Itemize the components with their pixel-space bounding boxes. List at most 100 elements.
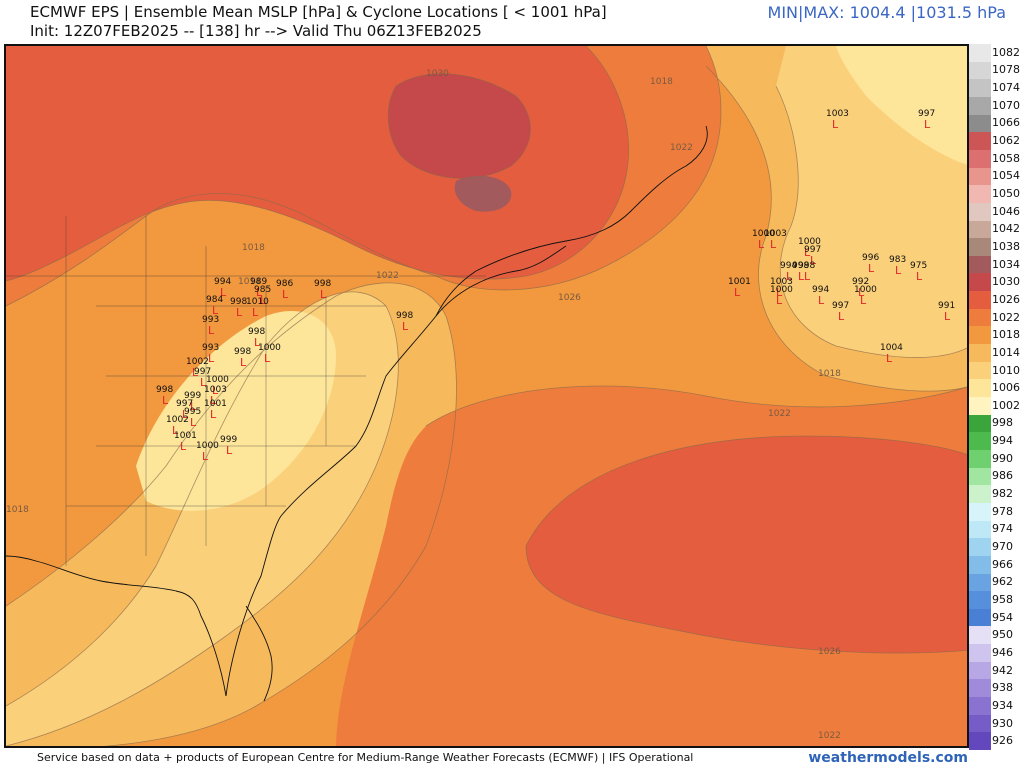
cyclone-pressure: 998 bbox=[396, 311, 413, 321]
init-valid-line: Init: 12Z07FEB2025 -- [138] hr --> Valid… bbox=[30, 22, 482, 40]
low-marker-icon: L bbox=[180, 440, 187, 453]
scale-swatch bbox=[969, 291, 991, 310]
contour-label: 1022 bbox=[376, 271, 399, 281]
cyclone-pressure: 1000 bbox=[752, 229, 775, 239]
contour-labels: 1030 1018 1022 1018 1014 1022 1026 1018 … bbox=[6, 69, 841, 741]
low-marker-icon: L bbox=[886, 352, 893, 365]
scale-swatch bbox=[969, 238, 991, 257]
cyclone-pressure: 1003 bbox=[770, 277, 793, 287]
contour-label: 1018 bbox=[650, 77, 673, 87]
scale-label: 974 bbox=[992, 522, 1013, 536]
scale-label: 934 bbox=[992, 698, 1013, 712]
cyclone-pressure: 994 bbox=[214, 277, 231, 287]
pressure-map[interactable]: 1030 1018 1022 1018 1014 1022 1026 1018 … bbox=[4, 44, 969, 748]
scale-label: 962 bbox=[992, 575, 1013, 589]
low-marker-icon: L bbox=[236, 306, 243, 319]
cyclone-pressure: 994 bbox=[780, 261, 797, 271]
low-marker-icon: L bbox=[226, 444, 233, 457]
site-link[interactable]: weathermodels.com bbox=[808, 750, 968, 766]
scale-label: 950 bbox=[992, 628, 1013, 642]
field-1026-se bbox=[526, 436, 967, 654]
cyclone-pressure: 1003 bbox=[826, 109, 849, 119]
low-marker-icon: L bbox=[212, 304, 219, 317]
scale-label: 938 bbox=[992, 681, 1013, 695]
scale-swatch bbox=[969, 661, 991, 680]
scale-swatch bbox=[969, 644, 991, 663]
scale-swatch bbox=[969, 697, 991, 716]
low-marker-icon: L bbox=[944, 310, 951, 323]
low-marker-icon: L bbox=[162, 394, 169, 407]
scale-swatch bbox=[969, 397, 991, 415]
low-marker-icon: L bbox=[256, 286, 263, 299]
scale-swatch bbox=[969, 432, 991, 451]
scale-swatch bbox=[969, 114, 991, 133]
contour-label: 1018 bbox=[818, 369, 841, 379]
low-marker-icon: L bbox=[858, 286, 865, 299]
pressure-color-scale: 1082 1078 1074 1070 1066 1062 1058 1054 1050 1046… bbox=[969, 44, 1021, 751]
cyclone-pressure: 984 bbox=[206, 295, 223, 305]
cyclone-pressure: 1010 bbox=[246, 297, 269, 307]
cyclone-pressure: 997 bbox=[832, 301, 849, 311]
low-marker-icon: L bbox=[210, 394, 217, 407]
state-borders bbox=[6, 216, 486, 566]
scale-label: 978 bbox=[992, 504, 1013, 518]
low-marker-icon: L bbox=[212, 384, 219, 397]
low-marker-icon: L bbox=[804, 270, 811, 283]
cyclone-pressure: 986 bbox=[276, 279, 293, 289]
low-marker-icon: L bbox=[734, 286, 741, 299]
scale-swatch bbox=[969, 149, 991, 168]
scale-swatch bbox=[969, 344, 991, 363]
scale-label: 930 bbox=[992, 716, 1013, 730]
low-marker-icon: L bbox=[252, 306, 259, 319]
low-marker-icon: L bbox=[770, 238, 777, 251]
scale-label: 982 bbox=[992, 487, 1013, 501]
scale-swatch bbox=[969, 449, 991, 468]
field-1030 bbox=[388, 73, 531, 179]
scale-label: 1022 bbox=[992, 310, 1020, 324]
scale-label: 1010 bbox=[992, 363, 1020, 377]
scale-label: 946 bbox=[992, 645, 1013, 659]
field-1006-ne bbox=[836, 46, 967, 165]
cyclone-pressure: 998 bbox=[248, 327, 265, 337]
cyclone-pressure: 997 bbox=[804, 245, 821, 255]
scale-swatch bbox=[969, 591, 991, 610]
scale-swatch bbox=[969, 255, 991, 274]
cyclone-pressure: 1000 bbox=[770, 285, 793, 295]
cyclone-pressure: 992 bbox=[852, 277, 869, 287]
scale-label: 958 bbox=[992, 592, 1013, 606]
cyclone-pressure: 1001 bbox=[204, 399, 227, 409]
scale-swatch bbox=[969, 732, 991, 751]
cyclone-pressure: 998 bbox=[792, 261, 809, 271]
cyclone-pressure: 997 bbox=[918, 109, 935, 119]
scale-swatch bbox=[969, 79, 991, 98]
low-marker-icon: L bbox=[838, 310, 845, 323]
cyclone-pressure: 998 bbox=[234, 347, 251, 357]
scale-swatch bbox=[969, 326, 991, 345]
scale-swatch bbox=[969, 202, 991, 221]
scale-label: 970 bbox=[992, 540, 1013, 554]
contour-label: 1014 bbox=[238, 277, 261, 287]
scale-swatch bbox=[969, 485, 991, 504]
scale-label: 1078 bbox=[992, 63, 1020, 77]
low-marker-icon: L bbox=[220, 286, 227, 299]
